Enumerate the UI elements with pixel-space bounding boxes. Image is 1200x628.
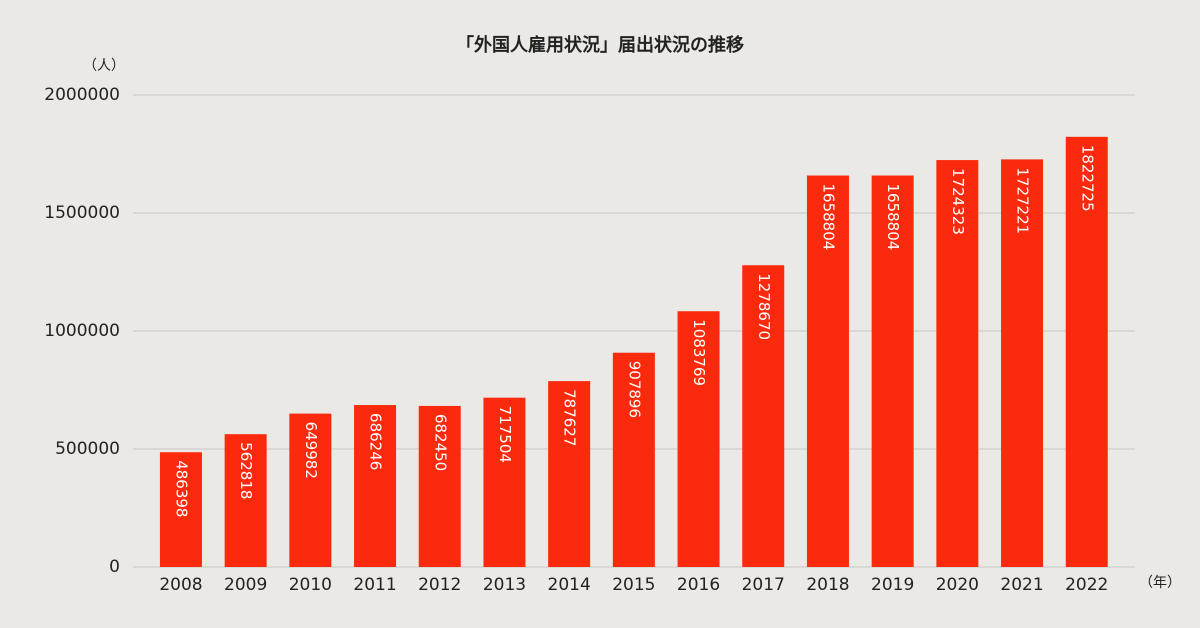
x-tick-label: 2021	[1000, 575, 1043, 595]
value-label: 1822725	[1078, 145, 1096, 212]
value-label: 649982	[302, 422, 320, 479]
value-label: 1658804	[819, 184, 837, 251]
bar	[871, 175, 914, 567]
value-label: 1727221	[1014, 167, 1032, 234]
x-tick-label: 2014	[548, 575, 591, 595]
bar	[483, 397, 526, 567]
x-tick-label: 2009	[224, 575, 267, 595]
x-tick-label: 2015	[612, 575, 655, 595]
x-axis-label: （年）	[1139, 575, 1181, 591]
x-tick-label: 2013	[483, 575, 526, 595]
bar	[612, 352, 655, 567]
bar	[806, 175, 849, 567]
x-tick-label: 2017	[742, 575, 785, 595]
value-label: 787627	[561, 389, 579, 446]
bar	[289, 413, 332, 567]
bar	[936, 160, 979, 568]
value-label: 1278670	[755, 273, 773, 340]
bar	[1001, 159, 1044, 567]
x-tick-label: 2019	[871, 575, 914, 595]
bar	[677, 311, 720, 567]
y-tick-label: 0	[109, 557, 120, 577]
y-tick-label: 500000	[55, 439, 120, 459]
value-label: 907896	[625, 361, 643, 418]
x-tick-label: 2016	[677, 575, 720, 595]
y-tick-label: 1000000	[44, 321, 120, 341]
bar	[159, 452, 202, 567]
bar	[742, 265, 785, 567]
bar	[354, 405, 397, 567]
bar	[224, 434, 267, 567]
bar	[418, 405, 461, 567]
x-tick-label: 2008	[159, 575, 202, 595]
x-tick-label: 2020	[936, 575, 979, 595]
value-label: 1658804	[884, 184, 902, 251]
y-tick-label: 2000000	[44, 85, 120, 105]
value-label: 1083769	[690, 319, 708, 386]
value-label: 682450	[431, 414, 449, 471]
x-tick-label: 2022	[1065, 575, 1108, 595]
chart-title: 「外国人雇用状況」届出状況の推移	[456, 34, 744, 56]
x-tick-label: 2018	[806, 575, 849, 595]
value-label: 486398	[172, 460, 190, 517]
y-tick-label: 1500000	[44, 203, 120, 223]
value-label: 686246	[367, 413, 385, 470]
value-label: 1724323	[949, 168, 967, 235]
x-tick-label: 2011	[353, 575, 396, 595]
x-tick-label: 2012	[418, 575, 461, 595]
y-axis-label: （人）	[83, 58, 125, 74]
x-tick-label: 2010	[289, 575, 332, 595]
value-label: 562818	[237, 442, 255, 499]
bar	[1065, 136, 1108, 567]
value-label: 717504	[496, 406, 514, 463]
bar	[548, 381, 591, 567]
